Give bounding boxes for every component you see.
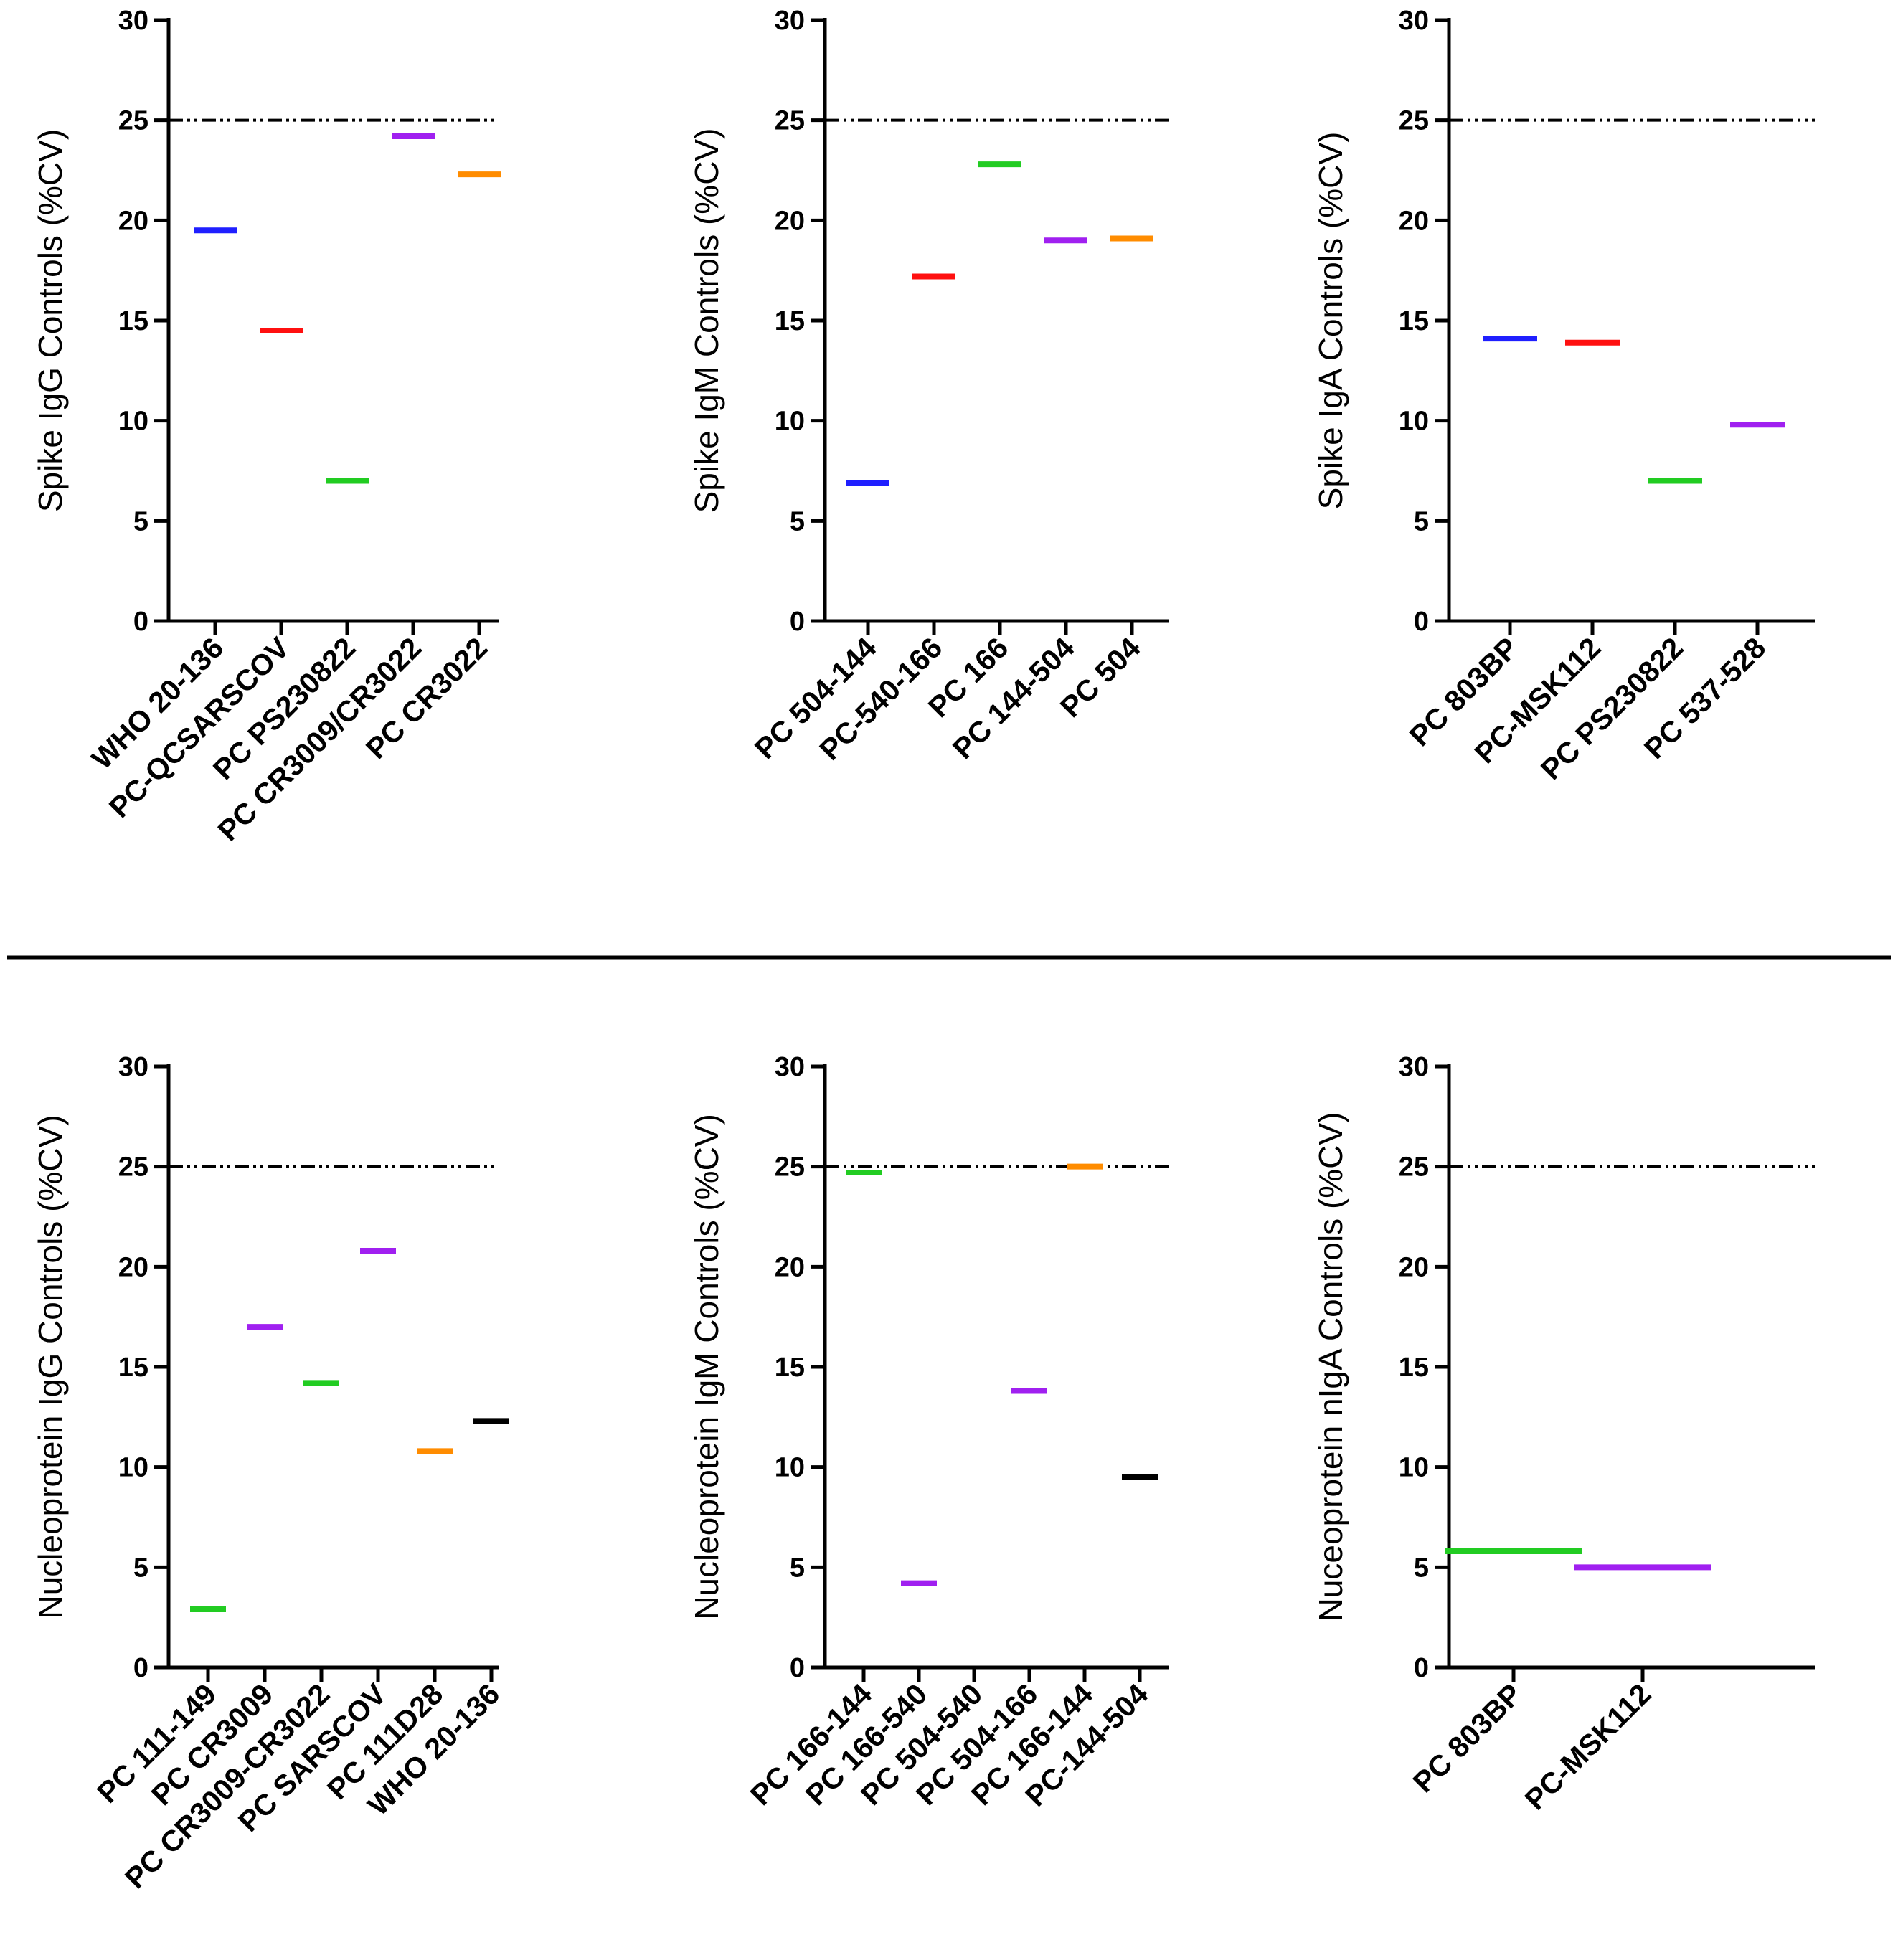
y-tick-label: 10	[1399, 1453, 1429, 1483]
x-tick-label: PC 803BP	[1407, 1677, 1529, 1799]
y-tick-label: 10	[118, 1453, 148, 1483]
x-tick-label: PC PS230822	[1534, 631, 1689, 786]
y-tick-label: 0	[133, 607, 148, 637]
y-axis-title: Nucleoprotein IgG Controls (%CV)	[32, 1114, 69, 1619]
y-tick-label: 30	[1399, 1052, 1429, 1082]
y-tick-label: 15	[775, 1353, 805, 1383]
y-axis-title: Spike IgA Controls (%CV)	[1312, 132, 1349, 510]
y-tick-label: 25	[118, 1152, 148, 1183]
y-tick-label: 30	[775, 1052, 805, 1082]
y-tick-label: 15	[1399, 1353, 1429, 1383]
y-tick-label: 5	[790, 506, 805, 536]
y-tick-label: 25	[1399, 1152, 1429, 1183]
panel-nucleoprotein-igg: 0 5 10 15 20 25 30 Nucleoprotein IgG Controls (…	[32, 1052, 509, 1895]
y-axis-title: Nucleoprotein IgM Controls (%CV)	[688, 1114, 725, 1620]
y-tick-label: 5	[790, 1553, 805, 1583]
y-axis-title: Nuceoprotein nIgA Controls (%CV)	[1312, 1112, 1349, 1622]
y-tick-label: 30	[118, 6, 148, 36]
y-tick-label: 20	[1399, 206, 1429, 236]
y-tick-label: 10	[775, 407, 805, 437]
y-tick-label: 0	[1414, 1653, 1429, 1683]
y-tick-label: 15	[775, 306, 805, 336]
y-tick-label: 20	[775, 1252, 805, 1282]
y-axis-title: Spike IgG Controls (%CV)	[32, 129, 69, 512]
y-tick-label: 15	[1399, 306, 1429, 336]
y-tick-label: 15	[118, 306, 148, 336]
y-tick-label: 5	[133, 506, 148, 536]
y-tick-label: 20	[775, 206, 805, 236]
y-tick-label: 25	[118, 106, 148, 136]
y-tick-label: 20	[118, 1252, 148, 1282]
y-tick-label: 30	[1399, 6, 1429, 36]
y-tick-label: 10	[775, 1453, 805, 1483]
y-tick-label: 5	[133, 1553, 148, 1583]
y-tick-label: 10	[1399, 407, 1429, 437]
panel-nucleoprotein-iga: 0 5 10 15 20 25 30 Nuceoprotein nIgA Controls (…	[1312, 1052, 1815, 1816]
y-tick-label: 25	[775, 106, 805, 136]
y-tick-label: 5	[1414, 1553, 1429, 1583]
y-tick-label: 0	[790, 607, 805, 637]
x-tick-label: PC-MSK112	[1519, 1677, 1658, 1817]
y-tick-label: 5	[1414, 506, 1429, 536]
y-axis-title: Spike IgM Controls (%CV)	[688, 128, 725, 513]
y-tick-label: 15	[118, 1353, 148, 1383]
y-tick-label: 20	[118, 206, 148, 236]
y-tick-label: 20	[1399, 1252, 1429, 1282]
y-tick-label: 0	[1414, 607, 1429, 637]
y-tick-label: 30	[775, 6, 805, 36]
y-tick-label: 30	[118, 1052, 148, 1082]
panel-nucleoprotein-igm: 0 5 10 15 20 25 30 Nucleoprotein IgM Controls (…	[688, 1052, 1169, 1813]
y-tick-label: 25	[1399, 106, 1429, 136]
y-tick-label: 0	[790, 1653, 805, 1683]
y-tick-label: 10	[118, 407, 148, 437]
y-tick-label: 25	[775, 1152, 805, 1183]
y-tick-label: 0	[133, 1653, 148, 1683]
